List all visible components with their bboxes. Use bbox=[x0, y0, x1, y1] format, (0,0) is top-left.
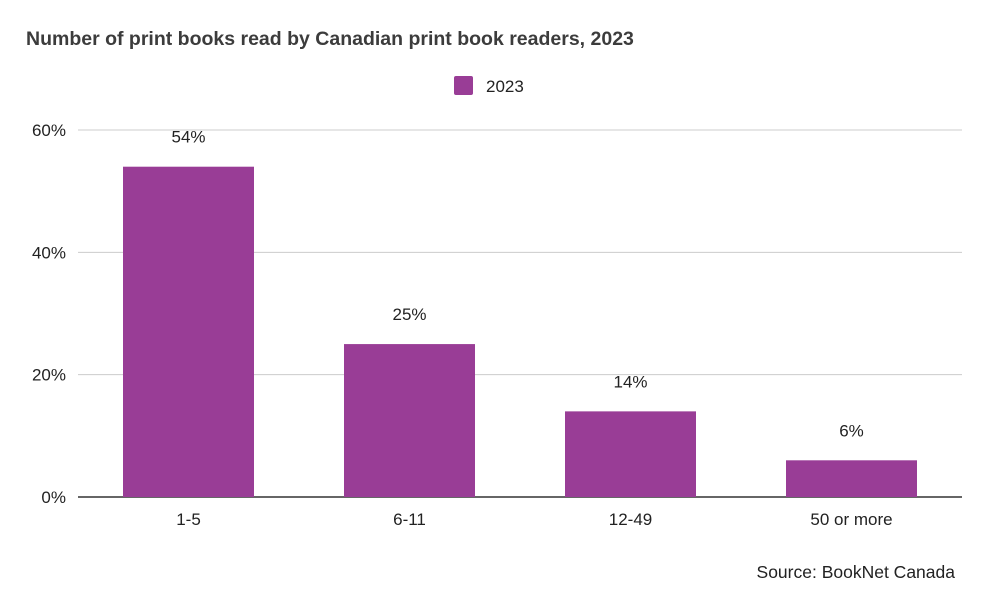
y-axis-tick-labels: 0% 20% 40% 60% bbox=[32, 121, 66, 507]
source-note: Source: BookNet Canada bbox=[756, 562, 955, 582]
bar-value-label: 54% bbox=[171, 128, 205, 147]
bar bbox=[123, 166, 254, 497]
legend-label: 2023 bbox=[486, 77, 524, 96]
x-tick-label: 6-11 bbox=[393, 510, 426, 529]
legend-swatch bbox=[454, 76, 473, 95]
bars bbox=[123, 166, 917, 497]
bar-value-label: 6% bbox=[839, 421, 864, 440]
data-labels: 54% 25% 14% 6% bbox=[171, 128, 863, 441]
x-axis-tick-labels: 1-5 6-11 12-49 50 or more bbox=[176, 510, 892, 529]
legend: 2023 bbox=[454, 76, 524, 96]
y-tick-label: 40% bbox=[32, 243, 66, 262]
bar bbox=[786, 460, 917, 497]
chart-title: Number of print books read by Canadian p… bbox=[26, 28, 634, 50]
bar-value-label: 25% bbox=[392, 305, 426, 324]
bar bbox=[344, 344, 475, 497]
bar-value-label: 14% bbox=[613, 372, 647, 391]
x-tick-label: 1-5 bbox=[176, 510, 201, 529]
y-tick-label: 60% bbox=[32, 121, 66, 140]
y-tick-label: 0% bbox=[41, 488, 66, 507]
y-tick-label: 20% bbox=[32, 366, 66, 385]
x-tick-label: 12-49 bbox=[609, 510, 652, 529]
bar bbox=[565, 411, 696, 497]
x-tick-label: 50 or more bbox=[810, 510, 892, 529]
